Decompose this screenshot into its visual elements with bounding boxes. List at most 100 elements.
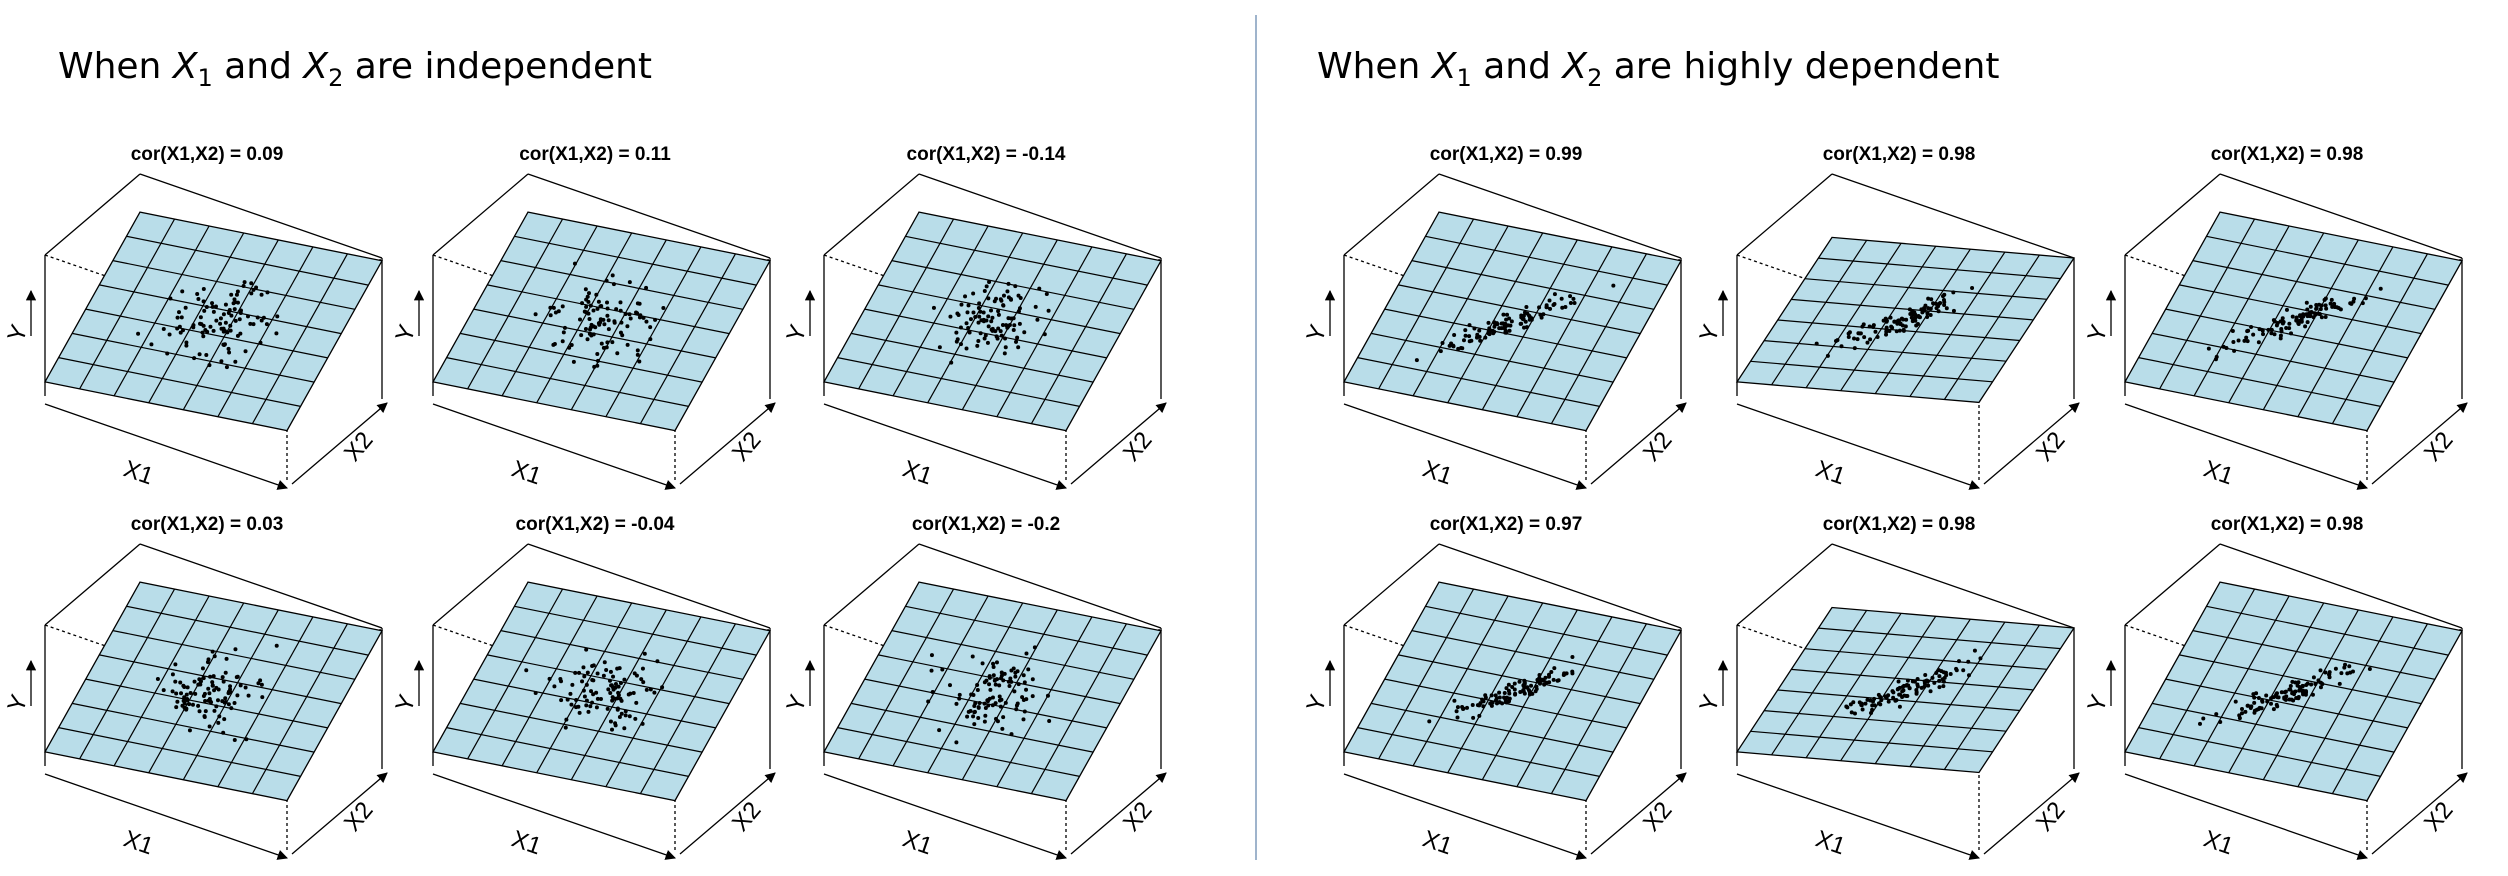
plane-grid [99, 654, 342, 705]
plane-grid [2193, 225, 2290, 397]
scatter-point-decor [616, 693, 621, 698]
scatter-point-decor [1463, 328, 1468, 333]
scatter-point-decor [1518, 321, 1523, 326]
scatter-point-decor [972, 704, 977, 709]
scatter-point-decor [1494, 696, 1499, 701]
scatter-point-decor [211, 328, 216, 333]
plane-grid [2165, 678, 2408, 729]
scatter-point-decor [1001, 293, 1006, 298]
scatter-point-decor [232, 738, 237, 743]
plane-grid [2331, 623, 2428, 794]
scatter-point-decor [184, 692, 189, 697]
scatter-point-decor [1900, 684, 1905, 689]
scatter-point-decor [931, 305, 936, 310]
scatter-point-decor [184, 706, 189, 711]
scatter-point-decor [581, 665, 586, 670]
scatter-point-decor [207, 363, 212, 368]
scatter-point-decor [985, 340, 990, 345]
scatter-point-decor [1551, 677, 1556, 682]
scatter-point-decor [977, 314, 982, 319]
scatter-point-decor [1925, 311, 1930, 316]
scatter-point-decor [1021, 673, 1026, 678]
plot: cor(X1,X2) = 0.98 X1 X2 Y [1695, 144, 2080, 490]
scatter-point-decor [204, 304, 209, 309]
scatter-point-decor [1936, 309, 1941, 314]
scatter-point-decor [2269, 331, 2274, 336]
scatter-point-decor [1001, 678, 1006, 683]
x2-axis [1070, 402, 1167, 485]
plane-grid [1447, 232, 1544, 404]
scatter-point-decor [1507, 328, 1512, 333]
scatter-point-decor [1930, 675, 1935, 680]
scatter-point-decor [967, 330, 972, 335]
x2-axis [679, 402, 776, 485]
scatter-point-decor [578, 317, 583, 322]
scatter-point-decor [1505, 312, 1510, 317]
plane-grid [1398, 284, 1641, 335]
scatter-point-decor [1871, 323, 1876, 328]
plane-grid [1411, 260, 1655, 310]
scatter-point-decor [1512, 681, 1517, 686]
plane-grid [2297, 616, 2394, 787]
scatter-point-decor [642, 651, 647, 656]
scatter-point-decor [227, 350, 232, 355]
scatter-point-decor [1552, 666, 1557, 671]
scatter-point-decor [1440, 340, 1445, 345]
scatter-point-decor [608, 690, 613, 695]
scatter-point-decor [1924, 679, 1929, 684]
scatter-point-decor [640, 666, 645, 671]
scatter-point-decor [644, 687, 649, 692]
plane-grid [2297, 246, 2394, 417]
plane-grid [1357, 357, 1600, 407]
scatter-point-decor [233, 318, 238, 323]
scatter-point-decor [2214, 712, 2219, 717]
scatter-point-decor [583, 326, 588, 331]
scatter-point-decor [584, 682, 589, 687]
plane-grid [1370, 332, 1614, 383]
plane-grid [1750, 730, 1993, 753]
scatter-point-decor [994, 660, 999, 665]
scatter-point-decor [2283, 689, 2288, 694]
scatter-point-decor [1851, 700, 1856, 705]
scatter-point-decor [1954, 666, 1959, 671]
scatter-point-decor [577, 670, 582, 675]
scatter-point-decor [2319, 315, 2324, 320]
scatter-point-decor [559, 679, 564, 684]
scatter-point-decor [606, 687, 611, 692]
scatter-point-decor [641, 680, 646, 685]
scatter-point-decor [192, 679, 197, 684]
plot-title: cor(X1,X2) = -0.2 [912, 514, 1060, 535]
scatter-point-decor [2242, 338, 2247, 343]
scatter-point-decor [1875, 334, 1880, 339]
scatter-point-decor [1868, 698, 1873, 703]
scatter-point-decor [2287, 687, 2292, 692]
scatter-point-decor [2233, 699, 2238, 704]
scatter-point-decor [590, 700, 595, 705]
scatter-point-decor [1014, 707, 1019, 712]
scatter-point-decor [1867, 324, 1872, 329]
scatter-point-decor [1897, 318, 1902, 323]
scatter-point-decor [208, 324, 213, 329]
scatter-point-decor [1961, 668, 1966, 673]
scatter-point-decor [170, 672, 175, 677]
plane-grid [251, 623, 348, 794]
scatter-point-decor [977, 701, 982, 706]
y-label: Y [1695, 321, 1726, 345]
scatter-point-decor [201, 287, 206, 292]
scatter-point-decor [214, 704, 219, 709]
scatter-point-decor [1859, 703, 1864, 708]
y-label: Y [3, 691, 34, 715]
scatter-point-decor [605, 313, 610, 318]
scatter-point-decor [2314, 306, 2319, 311]
scatter-point-decor [1855, 337, 1860, 342]
scatter-point-decor [238, 308, 243, 313]
scatter-point-decor [187, 728, 192, 733]
scatter-point-decor [1046, 308, 1051, 313]
plane-grid [2138, 727, 2381, 777]
scatter-point-decor [208, 674, 213, 679]
scatter-point-decor [224, 656, 229, 661]
plane-grid [1425, 605, 1668, 656]
plane-grid [1750, 360, 1993, 383]
plane-grid [1411, 630, 1655, 680]
scatter-point-decor [2323, 303, 2328, 308]
